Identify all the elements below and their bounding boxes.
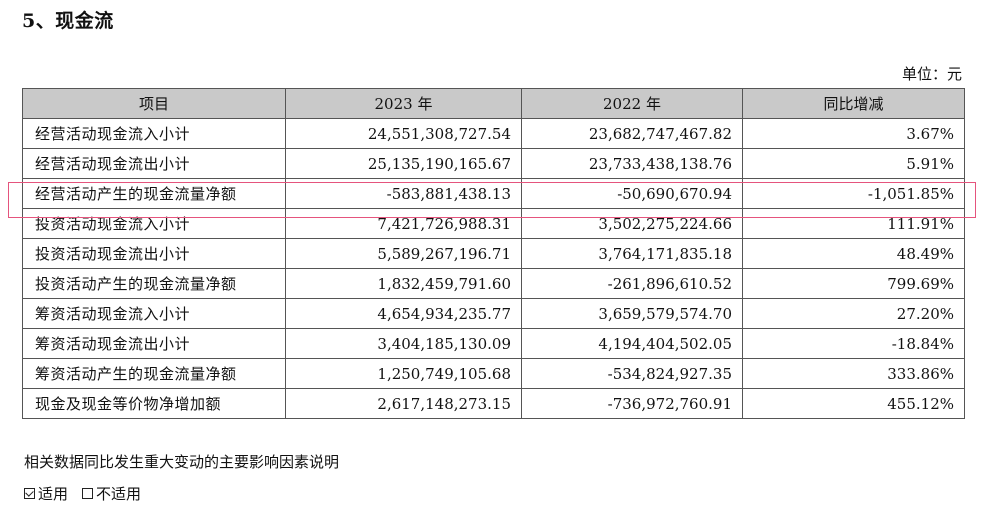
- row-2022: -261,896,610.52: [521, 268, 743, 299]
- row-2022: -50,690,670.94: [521, 178, 743, 209]
- table-row: 投资活动现金流入小计 7,421,726,988.31 3,502,275,22…: [22, 208, 965, 239]
- table-row: 筹资活动产生的现金流量净额 1,250,749,105.68 -534,824,…: [22, 358, 965, 389]
- row-change: 455.12%: [742, 388, 965, 419]
- option-label: 适用: [38, 485, 69, 503]
- row-change: 799.69%: [742, 268, 965, 299]
- applicability-options: 适用 不适用: [24, 483, 155, 504]
- row-2023: 1,832,459,791.60: [285, 268, 522, 299]
- checkbox-empty-icon[interactable]: [82, 488, 94, 499]
- table-row-highlighted: 经营活动产生的现金流量净额 -583,881,438.13 -50,690,67…: [22, 178, 965, 209]
- row-2023: 24,551,308,727.54: [285, 118, 522, 149]
- row-item: 经营活动产生的现金流量净额: [22, 178, 286, 209]
- header-2022: 2022 年: [521, 88, 743, 119]
- row-2022: 23,733,438,138.76: [521, 148, 743, 179]
- row-2022: 4,194,404,502.05: [521, 328, 743, 359]
- table-row: 筹资活动现金流出小计 3,404,185,130.09 4,194,404,50…: [22, 328, 965, 359]
- table-row: 投资活动现金流出小计 5,589,267,196.71 3,764,171,83…: [22, 238, 965, 269]
- unit-label: 单位：元: [901, 65, 962, 83]
- row-change: 27.20%: [742, 298, 965, 329]
- note-text: 相关数据同比发生重大变动的主要影响因素说明: [24, 453, 340, 471]
- header-2023: 2023 年: [285, 88, 522, 119]
- row-item: 现金及现金等价物净增加额: [22, 388, 286, 419]
- table-header-row: 项目 2023 年 2022 年 同比增减: [22, 88, 965, 119]
- row-2023: 2,617,148,273.15: [285, 388, 522, 419]
- row-change: 3.67%: [742, 118, 965, 149]
- row-2023: 25,135,190,165.67: [285, 148, 522, 179]
- header-change: 同比增减: [742, 88, 965, 119]
- table-row: 筹资活动现金流入小计 4,654,934,235.77 3,659,579,57…: [22, 298, 965, 329]
- row-item: 投资活动现金流出小计: [22, 238, 286, 269]
- table-row: 经营活动现金流出小计 25,135,190,165.67 23,733,438,…: [22, 148, 965, 179]
- row-change: 111.91%: [742, 208, 965, 239]
- option-applicable[interactable]: 适用: [24, 483, 68, 504]
- row-item: 经营活动现金流入小计: [22, 118, 286, 149]
- row-2022: 23,682,747,467.82: [521, 118, 743, 149]
- row-2023: -583,881,438.13: [285, 178, 522, 209]
- row-2023: 5,589,267,196.71: [285, 238, 522, 269]
- section-title: 5、现金流: [22, 10, 114, 32]
- checkbox-checked-icon[interactable]: [24, 488, 35, 499]
- row-2022: -534,824,927.35: [521, 358, 743, 389]
- row-2022: 3,659,579,574.70: [521, 298, 743, 329]
- row-item: 筹资活动现金流出小计: [22, 328, 286, 359]
- row-change: -1,051.85%: [742, 178, 965, 209]
- row-change: 48.49%: [742, 238, 965, 269]
- row-2023: 1,250,749,105.68: [285, 358, 522, 389]
- table-row: 现金及现金等价物净增加额 2,617,148,273.15 -736,972,7…: [22, 388, 965, 419]
- option-label: 不适用: [96, 485, 142, 503]
- table-row: 经营活动现金流入小计 24,551,308,727.54 23,682,747,…: [22, 118, 965, 149]
- row-2022: -736,972,760.91: [521, 388, 743, 419]
- row-item: 投资活动现金流入小计: [22, 208, 286, 239]
- row-change: 5.91%: [742, 148, 965, 179]
- table-row: 投资活动产生的现金流量净额 1,832,459,791.60 -261,896,…: [22, 268, 965, 299]
- row-change: 333.86%: [742, 358, 965, 389]
- row-2023: 4,654,934,235.77: [285, 298, 522, 329]
- row-2022: 3,502,275,224.66: [521, 208, 743, 239]
- row-2023: 3,404,185,130.09: [285, 328, 522, 359]
- option-not-applicable[interactable]: 不适用: [82, 483, 141, 504]
- row-item: 筹资活动产生的现金流量净额: [22, 358, 286, 389]
- row-change: -18.84%: [742, 328, 965, 359]
- row-item: 筹资活动现金流入小计: [22, 298, 286, 329]
- header-item: 项目: [22, 88, 286, 119]
- row-2023: 7,421,726,988.31: [285, 208, 522, 239]
- row-item: 投资活动产生的现金流量净额: [22, 268, 286, 299]
- cash-flow-table: 项目 2023 年 2022 年 同比增减 经营活动现金流入小计 24,551,…: [22, 88, 965, 419]
- row-item: 经营活动现金流出小计: [22, 148, 286, 179]
- row-2022: 3,764,171,835.18: [521, 238, 743, 269]
